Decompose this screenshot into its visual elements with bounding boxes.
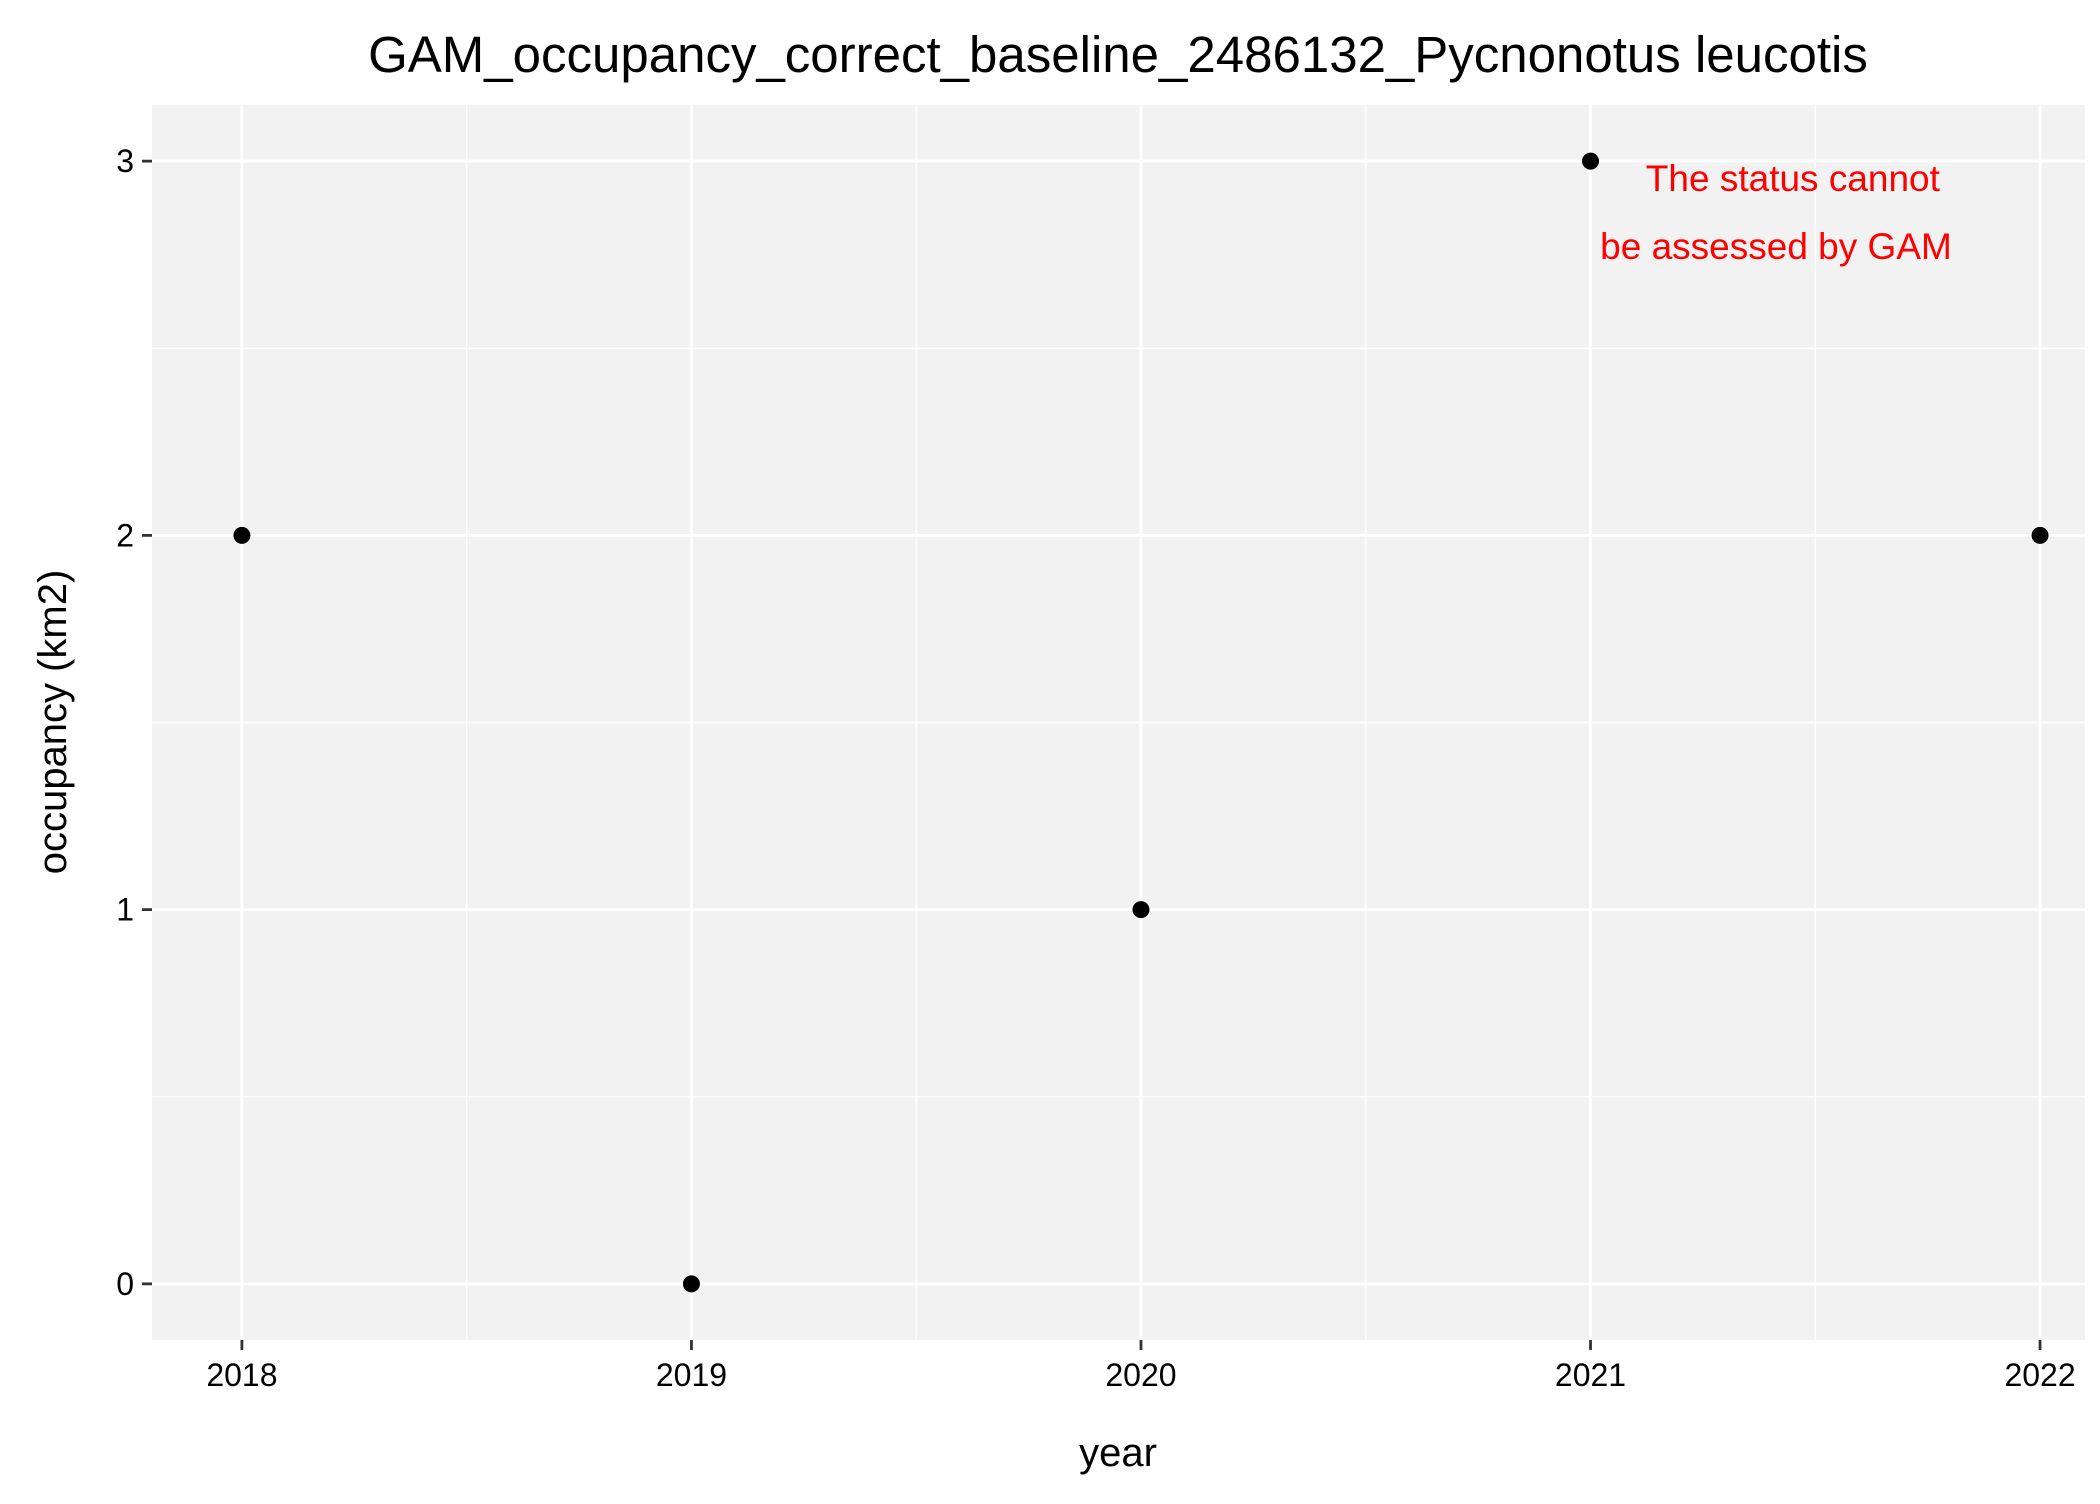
y-tick-label: 1 (116, 892, 134, 928)
y-tick-label: 0 (116, 1266, 134, 1302)
data-point (1132, 901, 1150, 919)
major-gridlines (152, 105, 2085, 1340)
data-point (233, 526, 251, 544)
data-point (2031, 526, 2049, 544)
y-tick-label: 2 (116, 517, 134, 553)
annotation-line-2: be assessed by GAM (1600, 226, 1952, 267)
x-tick-label: 2019 (656, 1357, 727, 1393)
x-tick-label: 2018 (206, 1357, 277, 1393)
x-tick-label: 2022 (2004, 1357, 2075, 1393)
x-axis: 2018 2019 2020 2021 2022 (206, 1340, 2076, 1393)
data-points (233, 152, 2049, 1293)
annotation-line-1: The status cannot (1646, 158, 1941, 199)
data-point (682, 1275, 700, 1293)
data-point (1582, 152, 1600, 170)
minor-gridlines (152, 105, 2085, 1340)
y-axis-title: occupancy (km2) (31, 570, 75, 875)
x-axis-title: year (1079, 1431, 1157, 1475)
y-axis: 0 1 2 3 (116, 143, 152, 1302)
status-annotation: The status cannot be assessed by GAM (1600, 158, 1952, 267)
x-tick-label: 2021 (1555, 1357, 1626, 1393)
x-tick-label: 2020 (1105, 1357, 1176, 1393)
chart-title: GAM_occupancy_correct_baseline_2486132_P… (368, 26, 1868, 83)
y-tick-label: 3 (116, 143, 134, 179)
